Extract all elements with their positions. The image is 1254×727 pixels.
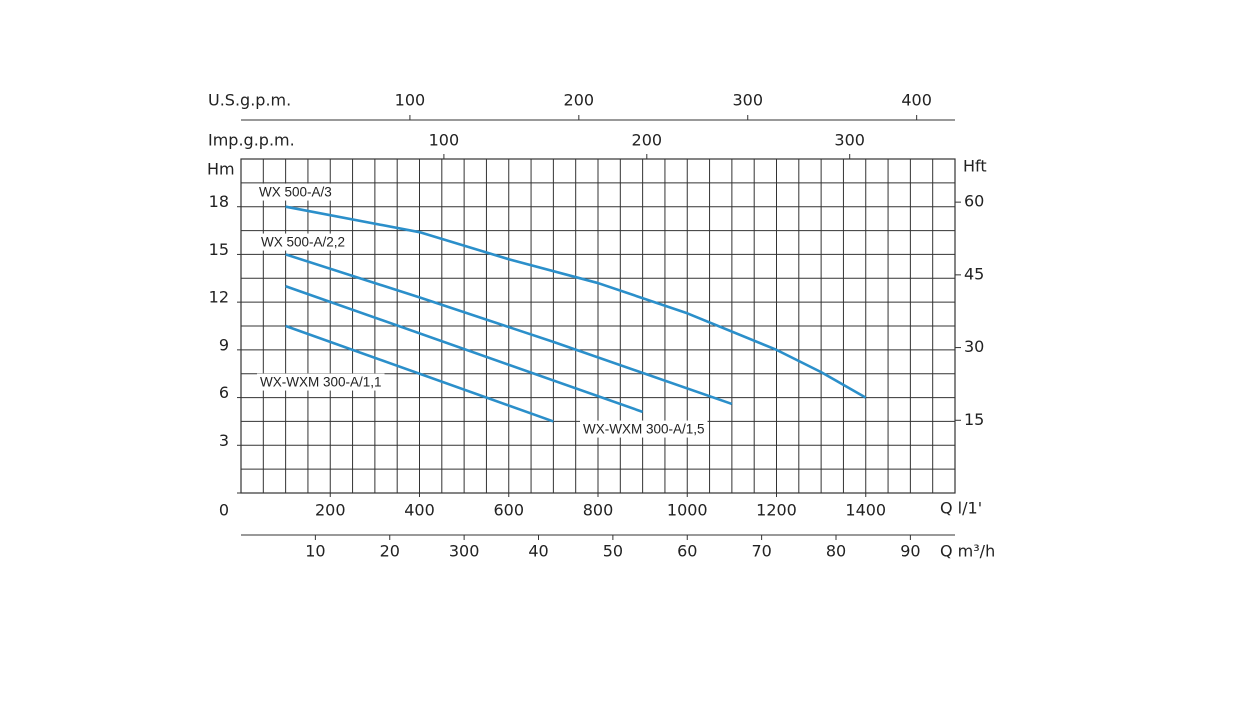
secondary-tick-label: 100: [395, 91, 426, 110]
secondary-tick-label: 20: [380, 542, 400, 561]
secondary-tick-label: 10: [305, 542, 325, 561]
secondary-axis-title: Q m³/h: [940, 542, 995, 561]
x-axis-title: Q l/1': [940, 499, 982, 518]
secondary-tick-label: 50: [603, 542, 623, 561]
secondary-tick-label: 90: [900, 542, 920, 561]
secondary-tick-label: 300: [449, 542, 480, 561]
secondary-tick-label: 200: [564, 91, 595, 110]
secondary-tick-label: 40: [528, 542, 548, 561]
secondary-tick-label: 200: [632, 131, 663, 150]
x-tick-label: 1200: [756, 501, 797, 520]
x-tick-label: 600: [493, 501, 524, 520]
secondary-tick-label: 80: [826, 542, 846, 561]
x-tick-label: 1400: [845, 501, 886, 520]
curve: [285, 324, 554, 423]
y-tick-label: 0: [219, 501, 229, 520]
y2-tick-label: 15: [964, 410, 984, 429]
curve-label-bg: [257, 373, 385, 391]
y-tick-label: 9: [219, 335, 229, 354]
secondary-tick-label: 60: [677, 542, 697, 561]
curve-label-bg: [258, 233, 349, 251]
x-tick-label: 1000: [667, 501, 708, 520]
curve-label: WX 500-A/2,2: [261, 235, 345, 250]
curve-label-bg: [256, 183, 335, 201]
x-tick-label: 400: [404, 501, 435, 520]
y-tick-label: 15: [209, 240, 229, 259]
curve-label-bg: [580, 420, 708, 438]
y2-tick-label: 30: [964, 337, 984, 356]
curve-label: WX 500-A/3: [259, 185, 332, 200]
curve: [285, 205, 867, 399]
secondary-axis-title: U.S.g.p.m.: [208, 91, 291, 110]
secondary-tick-label: 70: [751, 542, 771, 561]
secondary-tick-label: 300: [834, 131, 865, 150]
y-tick-label: 6: [219, 383, 229, 402]
curve: [285, 253, 733, 406]
x-tick-label: 200: [315, 501, 346, 520]
plot-frame: [240, 158, 956, 494]
y-tick-label: 12: [209, 288, 229, 307]
curve: [285, 285, 644, 414]
y-axis-title: Hm: [207, 160, 235, 179]
y2-tick-label: 45: [964, 264, 984, 283]
curve-label: WX-WXM 300-A/1,5: [583, 422, 705, 437]
secondary-tick-label: 100: [429, 131, 460, 150]
secondary-tick-label: 300: [732, 91, 763, 110]
secondary-tick-label: 400: [901, 91, 932, 110]
y-tick-label: 18: [209, 192, 229, 211]
x-tick-label: 800: [583, 501, 614, 520]
y2-tick-label: 60: [964, 192, 984, 211]
y2-axis-title: Hft: [963, 157, 987, 176]
secondary-axis-title: Imp.g.p.m.: [208, 131, 295, 150]
y-tick-label: 3: [219, 431, 229, 450]
curve-label: WX-WXM 300-A/1,1: [260, 375, 382, 390]
